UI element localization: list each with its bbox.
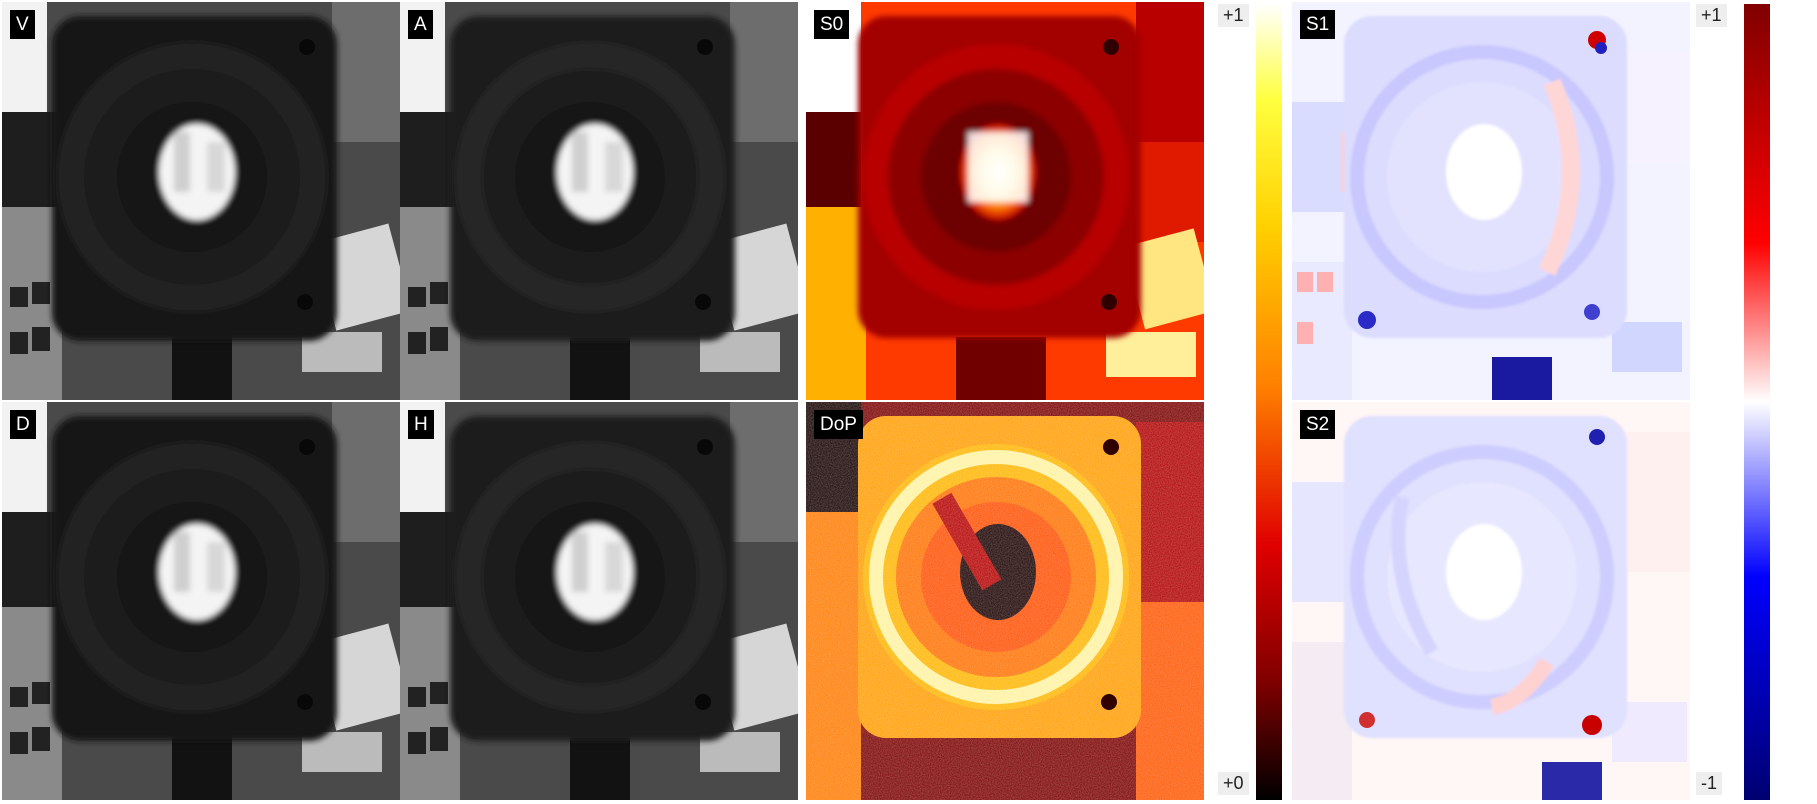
panel-label: S1 xyxy=(1300,10,1336,39)
stokes-image-s1 xyxy=(1292,2,1690,400)
panel-label: A xyxy=(408,10,433,39)
panel-v: V xyxy=(2,2,400,400)
panel-label: V xyxy=(10,10,35,39)
colorbar-diverging xyxy=(1744,4,1770,800)
colorbar-hot-max-label: +1 xyxy=(1218,4,1249,27)
panel-dop: DoP xyxy=(806,402,1204,800)
colorbar-hot-min-label: +0 xyxy=(1218,772,1249,795)
panel-s1: S1 xyxy=(1292,2,1690,400)
panel-s2: S2 xyxy=(1292,402,1690,800)
polarization-image-a xyxy=(400,2,798,400)
panel-label: S2 xyxy=(1300,410,1336,439)
colorbar-diverging-min-label: -1 xyxy=(1696,772,1723,795)
polarization-image-h xyxy=(400,402,798,800)
panel-a: A xyxy=(400,2,798,400)
stokes-image-s2 xyxy=(1292,402,1690,800)
panel-d: D xyxy=(2,402,400,800)
colorbar-diverging-max-label: +1 xyxy=(1696,4,1727,27)
polarization-image-d xyxy=(2,402,400,800)
panel-label: H xyxy=(408,410,434,439)
stokes-image-s0 xyxy=(806,2,1204,400)
colorbar-hot xyxy=(1256,4,1282,800)
panel-label: S0 xyxy=(814,10,850,39)
panel-label: D xyxy=(10,410,36,439)
panel-s0: S0 xyxy=(806,2,1204,400)
panel-h: H xyxy=(400,402,798,800)
panel-label: DoP xyxy=(814,410,863,439)
degree-of-polarization-image xyxy=(806,402,1204,800)
polarization-image-v xyxy=(2,2,400,400)
